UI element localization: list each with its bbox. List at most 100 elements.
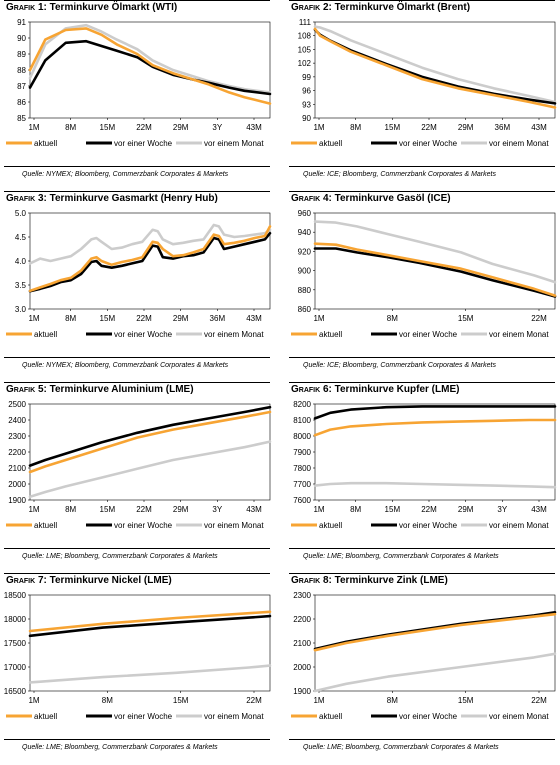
- x-tick-label: 1M: [313, 505, 324, 514]
- series-line-monat: [313, 481, 557, 489]
- legend-label-monat: vor einem Monat: [204, 139, 264, 148]
- chart-number: Grafik 2:: [291, 2, 332, 13]
- y-tick-label: 87: [17, 82, 26, 91]
- x-tick-label: 15M: [100, 505, 116, 514]
- y-tick-label: 3.0: [15, 305, 27, 314]
- x-tick-label: 1M: [28, 696, 39, 705]
- y-tick-label: 88: [17, 66, 26, 75]
- divider: [4, 191, 270, 192]
- legend-label-monat: vor einem Monat: [204, 712, 264, 721]
- chart-panel-g6: Grafik 6: Terminkurve Kupfer (LME) 8200 81…: [285, 382, 559, 573]
- y-tick-label: 102: [298, 59, 312, 68]
- series-line-aktuell: [313, 242, 557, 297]
- chart-number: Grafik 3:: [6, 193, 47, 204]
- divider: [289, 357, 555, 358]
- divider: [4, 573, 270, 574]
- series-line-aktuell: [28, 610, 272, 633]
- series-line-woche: [28, 614, 272, 638]
- x-tick-label: 22M: [136, 123, 152, 132]
- chart-title-text: Terminkurve Nickel (LME): [46, 575, 172, 586]
- x-tick-label: 1M: [313, 314, 324, 323]
- x-tick-label: 22M: [136, 505, 152, 514]
- y-tick-label: 89: [17, 50, 26, 59]
- chart-panel-g4: Grafik 4: Terminkurve Gasöl (ICE) 960 940 9…: [285, 191, 559, 382]
- x-tick-label: 29M: [458, 505, 474, 514]
- x-tick-label: 15M: [100, 314, 116, 323]
- chart-title: Grafik 8: Terminkurve Zink (LME): [291, 575, 448, 586]
- chart-panel-g1: Grafik 1: Terminkurve Ölmarkt (WTI) 91 90 8…: [0, 0, 274, 191]
- x-tick-label: 8M: [65, 123, 76, 132]
- chart-number: Grafik 8:: [291, 575, 332, 586]
- series-line-monat: [313, 652, 557, 693]
- legend-label-monat: vor einem Monat: [489, 139, 549, 148]
- y-tick-label: 7600: [293, 496, 311, 505]
- x-tick-label: 1M: [28, 314, 39, 323]
- x-tick-label: 8M: [65, 505, 76, 514]
- legend-label-aktuell: aktuell: [34, 521, 57, 530]
- chart-number: Grafik 4:: [291, 193, 332, 204]
- source-note: Quelle: ICE; Bloomberg, Commerzbank Corp…: [303, 362, 496, 369]
- legend-label-monat: vor einem Monat: [489, 712, 549, 721]
- legend-label-woche: vor einer Woche: [399, 330, 458, 339]
- y-tick-label: 18000: [4, 615, 27, 624]
- legend-label-aktuell: aktuell: [34, 330, 57, 339]
- source-note: Quelle: LME; Bloomberg, Commerzbank Corp…: [22, 553, 218, 560]
- y-tick-label: 3.5: [15, 281, 27, 290]
- chart-title-text: Terminkurve Ölmarkt (Brent): [331, 2, 471, 13]
- divider: [289, 0, 555, 1]
- series-line-aktuell: [313, 27, 557, 109]
- y-tick-label: 91: [17, 18, 26, 27]
- y-tick-label: 1900: [8, 496, 26, 505]
- y-tick-label: 111: [299, 18, 312, 27]
- y-tick-label: 2300: [8, 432, 26, 441]
- series-line-monat: [313, 220, 557, 284]
- y-tick-label: 108: [298, 32, 312, 41]
- divider: [289, 573, 555, 574]
- legend-label-woche: vor einer Woche: [114, 139, 173, 148]
- legend-label-monat: vor einem Monat: [489, 330, 549, 339]
- series-line-monat: [28, 440, 272, 499]
- y-tick-label: 7700: [293, 480, 311, 489]
- y-tick-label: 920: [298, 247, 312, 256]
- x-tick-label: 36M: [495, 123, 511, 132]
- x-tick-label: 8M: [387, 696, 398, 705]
- y-tick-label: 99: [302, 73, 311, 82]
- chart-panel-g5: Grafik 5: Terminkurve Aluminium (LME) 250…: [0, 382, 274, 573]
- y-tick-label: 90: [302, 114, 311, 123]
- y-tick-label: 93: [302, 100, 311, 109]
- plot-frame: [29, 21, 271, 119]
- y-tick-label: 90: [17, 34, 26, 43]
- y-tick-label: 7900: [293, 448, 311, 457]
- divider: [4, 166, 270, 167]
- legend-label-woche: vor einer Woche: [399, 139, 458, 148]
- legend-label-aktuell: aktuell: [319, 139, 342, 148]
- x-tick-label: 15M: [458, 314, 474, 323]
- chart-panel-g7: Grafik 7: Terminkurve Nickel (LME) 18500 1…: [0, 573, 274, 764]
- y-tick-label: 4.5: [15, 233, 27, 242]
- chart-title: Grafik 6: Terminkurve Kupfer (LME): [291, 384, 459, 395]
- plot-frame: [29, 594, 271, 692]
- legend-label-woche: vor einer Woche: [399, 521, 458, 530]
- legend-label-woche: vor einer Woche: [399, 712, 458, 721]
- x-tick-label: 15M: [385, 505, 401, 514]
- x-tick-label: 43M: [246, 314, 262, 323]
- plot-frame: [314, 21, 556, 119]
- x-tick-label: 22M: [421, 123, 437, 132]
- x-tick-label: 8M: [350, 505, 361, 514]
- y-tick-label: 96: [302, 87, 311, 96]
- divider: [289, 739, 555, 740]
- y-tick-label: 2100: [8, 464, 26, 473]
- x-tick-label: 43M: [246, 123, 262, 132]
- y-tick-label: 105: [298, 45, 312, 54]
- x-tick-label: 8M: [65, 314, 76, 323]
- x-tick-label: 3Y: [497, 505, 507, 514]
- series-line-aktuell: [28, 225, 272, 293]
- y-tick-label: 8000: [293, 432, 311, 441]
- legend-label-woche: vor einer Woche: [114, 330, 173, 339]
- y-tick-label: 900: [298, 267, 312, 276]
- x-tick-label: 29M: [173, 314, 189, 323]
- x-tick-label: 15M: [458, 696, 474, 705]
- chart-title-text: Terminkurve Gasöl (ICE): [331, 193, 451, 204]
